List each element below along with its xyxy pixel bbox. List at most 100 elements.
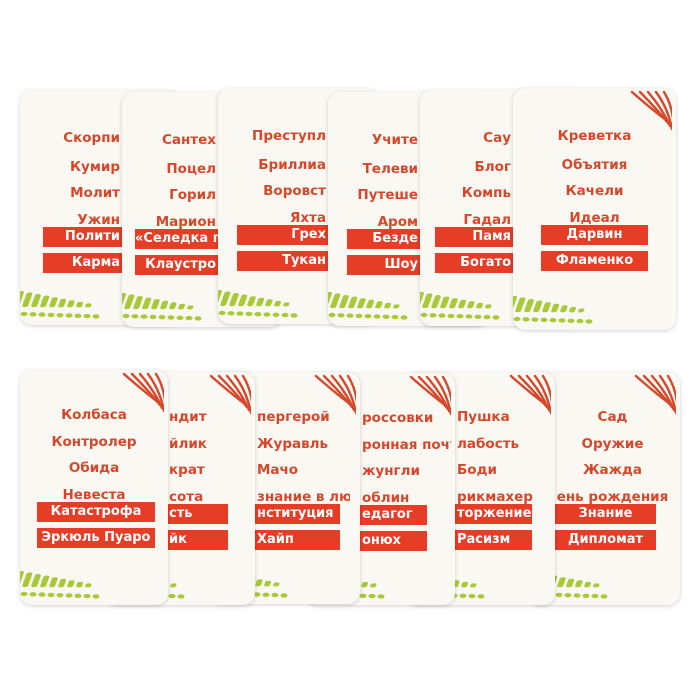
card-word: Колбаса <box>61 407 127 423</box>
card-word: Блог <box>474 159 511 175</box>
card-highlight-word: Тукан <box>237 251 328 271</box>
card-word: Сад <box>597 409 628 425</box>
card-word: рикмахер <box>457 489 533 505</box>
card-face: Креветка Объятия Качели Идеал <box>533 88 656 330</box>
card-word: Кумир <box>70 159 120 175</box>
card-highlight-word: Знание <box>555 504 656 524</box>
card-word: Мачо <box>257 462 299 478</box>
card-face: Пушка лабость Боди рикмахер <box>455 372 545 605</box>
card-word: жунгли <box>362 463 420 479</box>
card-word: Поцел <box>166 161 216 177</box>
card-face: Сау Блог Компь Гадал <box>430 90 513 326</box>
card-word: Гадал <box>463 212 511 228</box>
card-highlight-word: нституция <box>255 504 340 524</box>
card-highlight-word: Расизм <box>455 530 532 550</box>
card-highlight-word: Грех <box>237 225 328 245</box>
card-highlight-word: Хайп <box>255 530 340 550</box>
card-highlight-word: Полити <box>43 227 122 247</box>
card-word: знание в любви <box>257 489 350 505</box>
card-face: Скорпи Кумир Молит Ужин <box>40 90 122 325</box>
card-word: Учите <box>371 132 418 148</box>
card-word: ндит <box>169 409 207 425</box>
card-word: Жажда <box>582 462 643 478</box>
card-word: Журавль <box>257 436 329 452</box>
card-word: Креветка <box>557 128 632 144</box>
card-highlight-word: торжение <box>455 504 532 524</box>
card-word: крат <box>169 462 205 478</box>
card-face: пергерой Журавль Мачо знание в любви <box>255 372 350 604</box>
card-word: Аром <box>377 214 418 230</box>
card-highlight-word: Фламенко <box>541 251 648 271</box>
card-word: Обида <box>68 460 120 476</box>
word-card[interactable]: Колбаса Контролер Обида Невеста Катастрофа Эр… <box>20 370 168 605</box>
card-face: Сад Оружие Жажда ень рождения <box>555 372 670 605</box>
card-highlight-word: Карма <box>43 253 122 273</box>
card-word: Горил <box>169 187 216 203</box>
card-word: Яхта <box>289 210 326 226</box>
card-word: Контролер <box>51 434 137 450</box>
card-word: Пушка <box>457 409 510 425</box>
card-face: россовки ронная почта жунгли облин <box>360 373 451 605</box>
card-word: Невеста <box>62 487 126 503</box>
card-word: Воровст <box>263 183 326 199</box>
card-word: Идеал <box>569 210 620 226</box>
card-word: Боди <box>457 462 497 478</box>
claw-marks-icon <box>634 374 676 415</box>
card-word: Объятия <box>561 157 628 173</box>
card-word: Качели <box>565 183 624 199</box>
card-word: Сау <box>483 130 511 146</box>
card-word: ень рождения <box>556 489 669 505</box>
card-word: россовки <box>362 410 434 426</box>
card-highlight-word: «Селедка по <box>135 229 218 249</box>
card-word: Телеви <box>362 161 418 177</box>
card-word: Марион <box>155 214 216 230</box>
card-highlight-word: Богато <box>435 253 513 273</box>
card-word: Преступл <box>252 128 326 144</box>
fern-leaf-icon <box>20 291 100 319</box>
card-word: сота <box>169 489 204 505</box>
card-word: йлик <box>169 436 207 452</box>
card-highlight-word: Безде <box>347 229 420 249</box>
word-card[interactable]: Креветка Объятия Качели Идеал Дарвин Фламенко <box>513 88 676 330</box>
fern-leaf-icon <box>20 571 100 599</box>
card-word: Бриллиа <box>258 157 326 173</box>
claw-marks-icon <box>509 374 551 415</box>
card-highlight-word: Дарвин <box>541 225 648 245</box>
card-word: облин <box>362 490 410 506</box>
card-highlight-word: Памя <box>435 227 513 247</box>
card-face: ндит йлик крат сота <box>167 372 235 605</box>
card-highlight-word: Дипломат <box>555 530 656 550</box>
fern-leaf-icon <box>122 293 202 321</box>
claw-marks-icon <box>314 374 356 415</box>
card-highlight-word: Шоу <box>347 255 420 275</box>
card-word: Оружие <box>581 436 644 452</box>
card-highlight-word: онюх <box>360 531 427 551</box>
fern-leaf-icon <box>420 292 500 320</box>
card-word: Компь <box>461 185 511 201</box>
card-highlight-word: едагог <box>360 505 427 525</box>
card-word: Молит <box>70 185 120 201</box>
card-word: Сантех <box>161 132 216 148</box>
fern-leaf-icon <box>218 290 298 318</box>
card-highlight-word: Катастрофа <box>37 502 155 522</box>
fern-leaf-icon <box>328 292 408 320</box>
card-highlight-word: Клаустро <box>135 255 218 275</box>
card-word: Ужин <box>77 212 120 228</box>
claw-marks-icon <box>409 375 451 416</box>
fern-leaf-icon <box>513 296 593 324</box>
card-highlight-word: йк <box>167 530 228 550</box>
card-highlight-word: Эркюль Пуаро <box>37 528 155 548</box>
card-face: Колбаса Контролер Обида Невеста <box>32 370 156 605</box>
card-word: лабость <box>457 436 520 452</box>
card-face: Преступл Бриллиа Воровст Яхта <box>232 88 328 324</box>
card-face: Сантех Поцел Горил Марион <box>130 92 218 327</box>
claw-marks-icon <box>209 374 251 415</box>
card-highlight-word: сть <box>167 504 228 524</box>
card-face: Учите Телеви Путеше Аром <box>342 92 420 326</box>
card-word: Скорпи <box>63 130 120 146</box>
card-word: пергерой <box>257 409 330 425</box>
card-word: ронная почта <box>362 437 451 453</box>
claw-marks-icon <box>630 90 672 131</box>
card-word: Путеше <box>357 187 418 203</box>
claw-marks-icon <box>122 372 164 413</box>
